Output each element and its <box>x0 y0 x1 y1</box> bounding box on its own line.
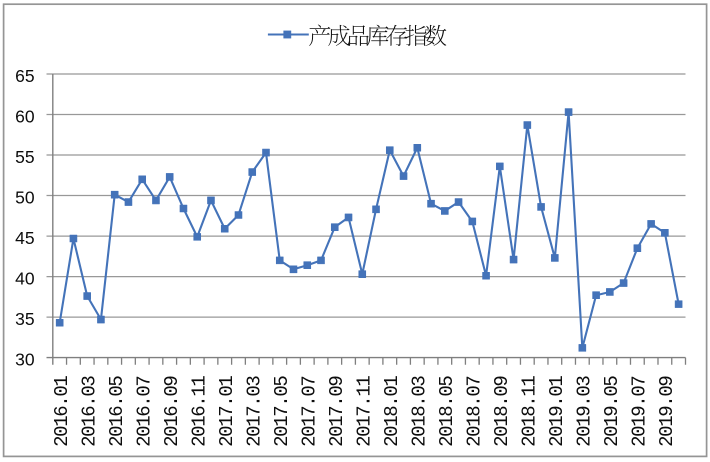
svg-text:2017.11: 2017.11 <box>353 376 375 447</box>
svg-text:65: 65 <box>15 66 34 86</box>
svg-text:2017.07: 2017.07 <box>298 377 320 447</box>
svg-text:2018.03: 2018.03 <box>408 376 430 447</box>
svg-text:2016.07: 2016.07 <box>133 377 155 447</box>
svg-text:2016.05: 2016.05 <box>106 376 128 447</box>
svg-text:2018.01: 2018.01 <box>381 376 403 447</box>
svg-text:2018.09: 2018.09 <box>491 376 513 447</box>
svg-text:60: 60 <box>15 107 35 127</box>
svg-text:2017.03: 2017.03 <box>243 376 265 447</box>
svg-text:2019.03: 2019.03 <box>573 376 595 447</box>
svg-text:40: 40 <box>15 269 35 289</box>
svg-text:45: 45 <box>15 228 34 248</box>
svg-text:2018.07: 2018.07 <box>463 377 485 447</box>
svg-text:55: 55 <box>15 147 34 167</box>
svg-text:2018.05: 2018.05 <box>436 376 458 447</box>
svg-text:2017.01: 2017.01 <box>216 376 238 447</box>
svg-text:2018.11: 2018.11 <box>518 376 540 447</box>
svg-text:2019.07: 2019.07 <box>628 377 650 447</box>
svg-text:35: 35 <box>15 309 34 329</box>
svg-text:2019.05: 2019.05 <box>601 376 623 447</box>
svg-text:2016.01: 2016.01 <box>51 376 73 447</box>
svg-text:50: 50 <box>15 188 35 208</box>
svg-text:2019.01: 2019.01 <box>546 376 568 447</box>
svg-text:2017.09: 2017.09 <box>326 376 348 447</box>
svg-text:2016.11: 2016.11 <box>188 376 210 447</box>
svg-text:2017.05: 2017.05 <box>271 376 293 447</box>
svg-text:2019.09: 2019.09 <box>656 376 678 447</box>
svg-text:2016.03: 2016.03 <box>78 376 100 447</box>
svg-text:2016.09: 2016.09 <box>161 376 183 447</box>
svg-text:30: 30 <box>15 350 35 370</box>
